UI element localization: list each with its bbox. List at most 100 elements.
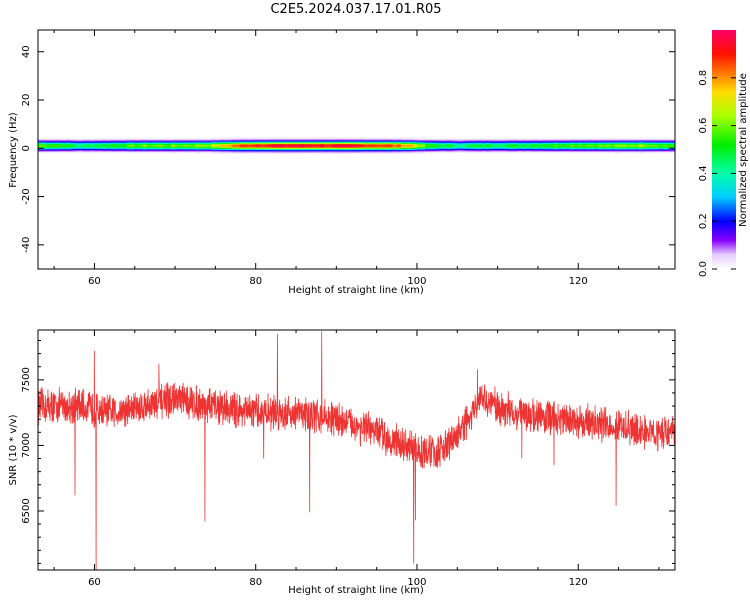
spectrogram-cell	[304, 141, 309, 143]
spectrogram-cell	[336, 143, 341, 146]
spectrogram-cell	[646, 143, 652, 146]
spectrogram-cell	[207, 141, 212, 143]
spectrogram-cell	[602, 138, 608, 141]
spectrogram-cell	[457, 144, 462, 147]
spectrogram-cell	[388, 147, 394, 149]
spectrogram-cell	[400, 149, 406, 152]
spectrogram-cell	[541, 150, 547, 153]
spectrogram-cell	[82, 139, 87, 142]
spectrogram-cell	[485, 139, 491, 142]
spectrogram-cell	[554, 150, 559, 153]
spectrogram-cell	[525, 149, 531, 152]
spectrogram-cell	[344, 147, 350, 149]
spectrogram-cell	[481, 142, 487, 145]
spectrogram-cell	[578, 143, 583, 146]
spectrogram-cell	[408, 147, 414, 149]
spectrogram-cell	[94, 138, 100, 141]
spectrogram-cell	[376, 151, 382, 154]
spectrogram-cell	[622, 139, 628, 142]
spectrogram-cell	[94, 145, 100, 148]
spectrogram-cell	[364, 139, 370, 142]
spectrogram-cell	[578, 147, 583, 149]
spectrogram-cell	[602, 142, 608, 145]
spectrogram-cell	[126, 142, 132, 145]
spectrogram-cell	[493, 143, 499, 146]
spectrogram-cell	[554, 149, 559, 152]
spectrogram-cell	[94, 150, 100, 153]
spectrogram-cell	[360, 150, 366, 153]
spectrogram-cell	[384, 149, 390, 152]
spectrogram-cell	[634, 143, 640, 146]
spectrogram-cell	[215, 137, 221, 140]
spectrogram-cell	[578, 138, 583, 141]
spectrogram-cell	[98, 148, 104, 151]
spectrogram-cell	[215, 143, 221, 146]
spectrogram-cell	[348, 139, 354, 142]
spectrogram-cell	[142, 138, 148, 141]
spectrogram-cell	[308, 137, 313, 140]
spectrogram-cell	[207, 138, 212, 141]
spectrogram-cell	[505, 141, 511, 143]
spectrogram-cell	[78, 150, 83, 153]
spectrogram-cell	[114, 150, 120, 153]
spectrogram-cell	[384, 142, 390, 145]
spectrogram-cell	[86, 150, 92, 153]
spectrogram-cell	[525, 143, 531, 146]
spectrogram-cell	[130, 138, 136, 141]
spectrogram-cell	[642, 144, 648, 147]
spectrogram-cell	[62, 149, 67, 152]
spectrogram-cell	[586, 147, 591, 149]
spectrogram-cell	[622, 149, 628, 152]
spectrogram-cell	[360, 145, 366, 148]
spectrogram-cell	[610, 148, 616, 151]
spectrogram-cell	[545, 142, 551, 145]
spectrogram-cell	[404, 138, 410, 141]
spectrogram-cell	[223, 139, 229, 142]
spectrogram-cell	[509, 141, 515, 143]
spectrogram-cell	[171, 150, 176, 153]
spectrogram-cell	[368, 138, 374, 141]
spectrogram-cell	[570, 142, 575, 145]
spectrogram-cell	[255, 142, 261, 145]
spectrogram-cell	[175, 150, 180, 153]
spectrogram-cell	[122, 144, 128, 147]
spectrogram-cell	[243, 144, 249, 147]
spectrogram-cell	[227, 138, 233, 141]
spectrogram-cell	[457, 145, 462, 148]
spectrogram-cell	[404, 143, 410, 146]
spectrogram-cell	[223, 145, 229, 148]
spectrogram-cell	[566, 150, 571, 153]
spectrogram-cell	[42, 148, 47, 151]
spectrogram-cell	[670, 145, 675, 148]
spectrogram-cell	[243, 141, 249, 143]
spectrogram-cell	[328, 145, 333, 148]
spectrogram-cell	[485, 138, 491, 141]
spectrogram-cell	[243, 139, 249, 142]
spectrogram-cell	[167, 147, 172, 149]
spectrogram-cell	[670, 139, 675, 142]
spectrogram-cell	[493, 148, 499, 151]
spectrogram-cell	[650, 139, 656, 142]
spectrogram-cell	[396, 141, 402, 143]
spectrogram-cell	[421, 145, 426, 148]
x-tick-label: 100	[407, 276, 426, 287]
spectrogram-cell	[255, 147, 261, 149]
spectrogram-cell	[74, 148, 79, 151]
spectrogram-cell	[187, 144, 192, 147]
spectrogram-cell	[558, 141, 563, 143]
spectrogram-cell	[392, 145, 398, 148]
spectrogram-cell	[150, 145, 156, 148]
spectrogram-cell	[433, 142, 438, 145]
spectrogram-cell	[279, 148, 285, 151]
spectrogram-cell	[517, 149, 523, 152]
spectrogram-cell	[412, 142, 418, 145]
spectrogram-cell	[614, 141, 620, 143]
spectrogram-cell	[388, 151, 394, 154]
spectrogram-cell	[626, 144, 632, 147]
spectrogram-cell	[82, 145, 87, 148]
spectrogram-cell	[626, 148, 632, 151]
spectrogram-cell	[642, 138, 648, 141]
spectrogram-cell	[199, 142, 204, 145]
spectrogram-cell	[211, 148, 216, 151]
spectrogram-cell	[291, 150, 297, 153]
